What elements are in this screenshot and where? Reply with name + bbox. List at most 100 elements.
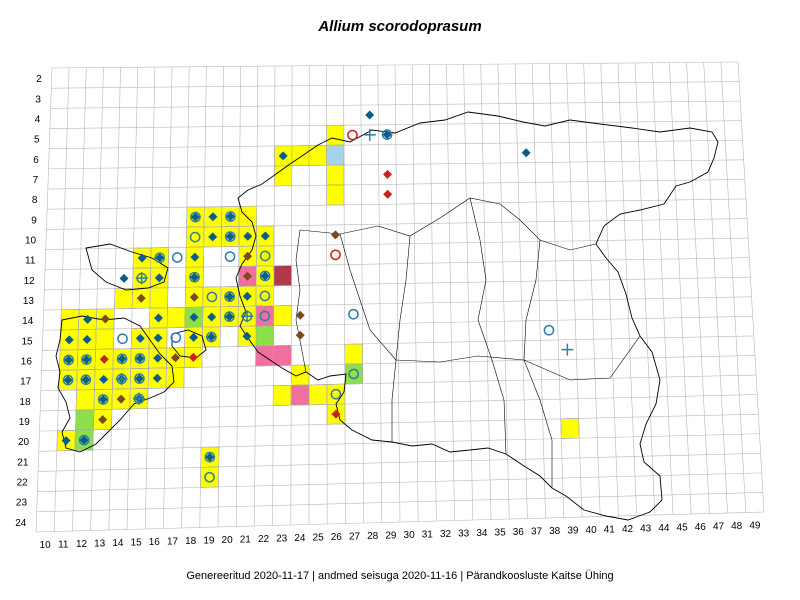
circle-blue-marker — [189, 271, 200, 283]
grid-line-vertical — [617, 63, 637, 516]
diamond-blue-marker — [81, 355, 91, 365]
row-label: 6 — [33, 155, 39, 166]
diamond-brown-marker — [98, 415, 108, 425]
column-label: 30 — [404, 530, 416, 541]
grid-line-vertical — [108, 67, 121, 531]
circle-blue-marker — [116, 353, 128, 365]
grid-line-vertical — [377, 65, 383, 523]
grid-line-horizontal — [46, 218, 748, 230]
diamond-red-marker — [99, 354, 109, 364]
cross-marker — [115, 372, 128, 385]
column-label: 22 — [258, 534, 270, 545]
circle-blue-marker — [206, 331, 217, 343]
footer-generated: Genereeritud 2020-11-17 — [186, 570, 310, 582]
grid-line-vertical — [497, 64, 510, 520]
diamond-blue-marker — [260, 271, 270, 281]
grid-line-vertical — [163, 66, 173, 529]
circle-red-marker — [330, 249, 341, 261]
diamond-blue-marker — [153, 333, 163, 343]
column-label: 19 — [203, 535, 215, 546]
map-title: Allium scorodoprasum — [318, 18, 482, 35]
grid-line-vertical — [720, 62, 747, 513]
column-label: 18 — [185, 536, 197, 547]
diamond-blue-marker — [63, 375, 73, 385]
diamond-blue-marker — [278, 151, 288, 161]
row-label: 23 — [16, 498, 28, 509]
row-label: 3 — [35, 94, 41, 105]
diamond-blue-marker — [243, 231, 253, 241]
column-label: 48 — [731, 521, 743, 532]
circle-red-marker — [347, 129, 358, 141]
column-label: 47 — [713, 521, 725, 532]
column-label: 39 — [567, 525, 579, 536]
column-label: 45 — [677, 522, 689, 533]
circle-blue-marker — [259, 310, 271, 322]
map-cell — [291, 145, 310, 167]
column-label: 46 — [695, 522, 707, 533]
grid-line-vertical — [126, 67, 139, 530]
grid-line-vertical — [566, 63, 583, 518]
diamond-blue-marker — [155, 253, 165, 263]
diamond-blue-marker — [79, 435, 89, 445]
column-label: 13 — [94, 538, 106, 549]
circle-blue-marker — [190, 211, 201, 223]
column-label: 27 — [349, 531, 361, 542]
map-cell — [290, 384, 310, 406]
column-label: 42 — [622, 524, 634, 535]
grid-line-horizontal — [38, 433, 760, 452]
map-cell — [75, 409, 95, 431]
grid-line-horizontal — [49, 120, 742, 129]
diamond-blue-marker — [135, 353, 145, 363]
cross-marker — [132, 392, 145, 405]
map-cell — [344, 343, 363, 365]
grid-line-vertical — [669, 62, 692, 515]
footer-data-state: andmed seisuga 2020-11-16 — [318, 570, 458, 582]
column-label: 15 — [131, 537, 143, 548]
column-label: 49 — [749, 520, 761, 531]
circle-blue-marker — [206, 291, 218, 303]
circle-blue-marker — [381, 129, 393, 140]
grid-line-horizontal — [50, 100, 741, 109]
map-cell — [255, 305, 275, 327]
circle-blue-marker — [171, 252, 183, 263]
footer: Genereeritud 2020-11-17 | andmed seisuga… — [0, 570, 800, 582]
row-label: 4 — [35, 114, 41, 125]
diamond-blue-marker — [190, 272, 200, 282]
column-label: 34 — [476, 528, 488, 539]
grid-line-horizontal — [36, 492, 763, 513]
grid-layer — [35, 61, 765, 533]
row-label: 11 — [25, 256, 36, 267]
grid-line-vertical — [199, 66, 207, 528]
grid-line-horizontal — [37, 472, 762, 492]
row-label: 22 — [17, 478, 29, 489]
circle-blue-marker — [81, 354, 92, 365]
row-label: 24 — [15, 518, 27, 529]
circle-blue-marker — [63, 354, 74, 366]
row-label: 5 — [34, 135, 40, 146]
grid-line-horizontal — [40, 374, 757, 392]
diamond-blue-marker — [152, 373, 162, 383]
map-cell — [165, 367, 185, 389]
grid-line-horizontal — [42, 335, 754, 351]
diamond-blue-marker — [190, 212, 200, 222]
grid-line-vertical — [53, 67, 70, 532]
grid-line-horizontal — [47, 198, 746, 210]
grid-line-vertical — [90, 67, 104, 531]
diamond-blue-marker — [137, 253, 147, 263]
diamond-blue-marker — [189, 332, 199, 342]
diamond-brown-marker — [295, 330, 305, 340]
map-cell — [273, 345, 292, 366]
column-label: 14 — [112, 538, 124, 549]
diamond-blue-marker — [153, 313, 163, 323]
footer-separator-2: | — [460, 570, 464, 582]
grid-line-vertical — [600, 63, 619, 517]
row-label: 16 — [21, 357, 33, 368]
row-label: 18 — [19, 397, 31, 408]
grid-line-vertical — [446, 64, 455, 521]
circle-blue-marker — [259, 270, 271, 282]
circle-blue-marker — [224, 311, 235, 322]
island-muhu — [171, 329, 207, 359]
cross-marker — [135, 272, 148, 285]
